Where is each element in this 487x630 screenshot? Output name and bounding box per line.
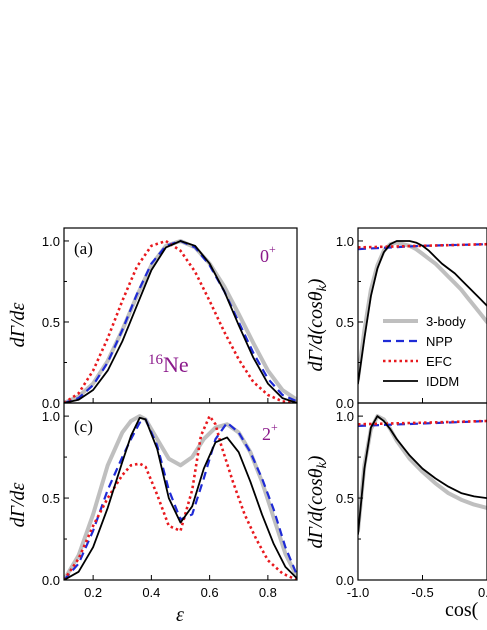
x-tick-label: 0.6 xyxy=(201,585,219,600)
panel-right-bottom: 0.0 0.5 1.0 -1.0 -0.5 0.0 xyxy=(336,402,487,600)
axes-frame xyxy=(357,402,487,581)
xlabel-left: ε xyxy=(176,604,184,626)
legend-label: NPP xyxy=(426,334,453,349)
x-tick-label: 0.4 xyxy=(142,585,160,600)
state-label-c: 2+ xyxy=(262,420,278,444)
legend: 3-body NPP EFC IDDM xyxy=(383,314,466,389)
y-tick-label: 1.0 xyxy=(42,409,60,424)
y-tick-label: 1.0 xyxy=(336,409,354,424)
ylabel-right-top: dΓ/d(cosθk) xyxy=(305,278,330,371)
y-tick-label: 0.5 xyxy=(42,315,60,330)
series-line-npp xyxy=(358,243,487,251)
y-tick-label: 0.0 xyxy=(336,573,354,588)
axes-frame xyxy=(63,402,298,581)
y-tick-label: 1.0 xyxy=(42,234,60,249)
ylabel-panel-c: dΓ/dε xyxy=(7,482,29,527)
y-tick-label: 0.5 xyxy=(336,491,354,506)
series-line-iddm xyxy=(64,416,297,580)
y-tick-label: 0.5 xyxy=(336,315,354,330)
legend-label: 3-body xyxy=(426,314,466,329)
legend-label: IDDM xyxy=(426,374,459,389)
y-tick-label: 0.0 xyxy=(42,396,60,411)
series-line-3-body xyxy=(358,240,487,381)
series-line-iddm xyxy=(358,415,487,535)
series-line-iddm xyxy=(358,240,487,385)
nucleus-label: 16Ne xyxy=(148,352,189,377)
y-tick-label: 0.0 xyxy=(336,396,354,411)
x-tick-label: 0.2 xyxy=(84,585,102,600)
series-line-3-body xyxy=(358,414,487,533)
state-label-a: 0+ xyxy=(260,242,276,266)
x-tick-label: -0.5 xyxy=(411,585,433,600)
series-line-efc xyxy=(64,239,297,403)
panel-label-a: (a) xyxy=(74,239,93,258)
panel-label-c: (c) xyxy=(74,417,93,436)
panel-a: 0.0 0.5 1.0 xyxy=(42,227,298,411)
ylabel-right-bottom: dΓ/d(cosθk) xyxy=(305,455,330,548)
x-tick-label: -1.0 xyxy=(347,585,369,600)
y-tick-label: 0.5 xyxy=(42,491,60,506)
ylabel-panel-a: dΓ/dε xyxy=(7,302,29,347)
y-tick-label: 0.0 xyxy=(42,573,60,588)
x-tick-label: 0.0 xyxy=(478,585,487,600)
x-tick-label: 0.8 xyxy=(259,585,277,600)
xlabel-right: cos( xyxy=(445,599,479,621)
legend-label: EFC xyxy=(426,354,452,369)
panel-c: 0.0 0.5 1.0 0.2 0.4 0.6 0.8 xyxy=(42,402,298,600)
series-line-npp xyxy=(64,418,297,580)
y-tick-label: 1.0 xyxy=(336,234,354,249)
series-line-iddm xyxy=(64,240,297,403)
series-line-npp xyxy=(358,419,487,427)
